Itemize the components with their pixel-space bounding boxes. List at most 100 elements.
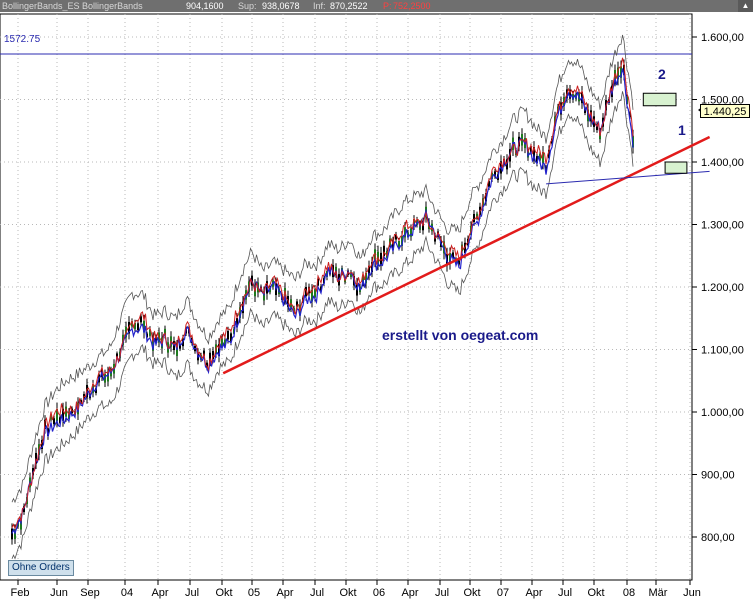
candle-body bbox=[452, 252, 454, 258]
candle-body bbox=[380, 252, 382, 265]
candle-body bbox=[530, 146, 532, 153]
candle-body bbox=[239, 307, 241, 318]
candle-body bbox=[371, 261, 373, 273]
candle-body bbox=[572, 93, 574, 100]
y-tick-label: 1.400,00 bbox=[701, 157, 744, 169]
candle-body bbox=[62, 408, 64, 421]
x-tick-label: Okt bbox=[339, 587, 356, 599]
candle-body bbox=[401, 235, 403, 246]
p-label: P: bbox=[383, 1, 392, 11]
candle-body bbox=[23, 506, 25, 513]
candle-body bbox=[53, 418, 55, 425]
candle-body bbox=[206, 362, 208, 368]
candle-body bbox=[143, 320, 145, 333]
scroll-arrow-icon[interactable]: ▲ bbox=[738, 0, 753, 12]
candle-body bbox=[473, 213, 475, 223]
sup-value: 938,0678 bbox=[262, 1, 300, 11]
x-tick-label: Apr bbox=[276, 587, 293, 599]
trendline bbox=[222, 135, 711, 375]
y-tick-label: 1.100,00 bbox=[701, 345, 744, 357]
candle-body bbox=[491, 172, 493, 179]
candle-body bbox=[314, 289, 316, 298]
y-tick-label: 1.300,00 bbox=[701, 220, 744, 232]
candle-body bbox=[320, 286, 322, 292]
candle-body bbox=[551, 138, 553, 144]
candle-body bbox=[56, 408, 58, 422]
candle-body bbox=[368, 265, 370, 276]
candle-body bbox=[47, 428, 49, 437]
candle-body bbox=[629, 113, 631, 118]
candle-body bbox=[395, 234, 397, 240]
x-tick-label: Jul bbox=[310, 587, 324, 599]
indicator-value: 904,1600 bbox=[186, 1, 224, 11]
candle-body bbox=[227, 330, 229, 340]
reference-line-label: 1572.75 bbox=[4, 34, 41, 45]
x-tick-label: Sep bbox=[80, 587, 100, 599]
candle-body bbox=[176, 345, 178, 356]
candle-body bbox=[494, 171, 496, 177]
candle-body bbox=[179, 343, 181, 349]
x-tick-label: Okt bbox=[587, 587, 604, 599]
x-tick-label: Jun bbox=[683, 587, 701, 599]
candle-body bbox=[617, 67, 619, 80]
candle-body bbox=[545, 166, 547, 171]
candle-body bbox=[449, 253, 451, 265]
indicator-name: BollingerBands_ES BollingerBands bbox=[2, 1, 143, 11]
plot-area bbox=[0, 13, 693, 581]
x-tick-label: 05 bbox=[248, 587, 260, 599]
y-tick-label: 1.600,00 bbox=[701, 32, 744, 44]
candle-body bbox=[116, 353, 118, 358]
p-value: 752,2500 bbox=[393, 1, 431, 11]
candle-body bbox=[404, 227, 406, 238]
candle-body bbox=[533, 146, 535, 159]
watermark-text: erstellt von oegeat.com bbox=[382, 327, 539, 343]
candle-body bbox=[458, 260, 460, 265]
candle-body bbox=[203, 350, 205, 356]
y-tick-label: 900,00 bbox=[701, 470, 735, 482]
candle-body bbox=[410, 228, 412, 237]
candle-body bbox=[41, 440, 43, 449]
candle-body bbox=[539, 153, 541, 161]
candle-body bbox=[35, 452, 37, 464]
candle-body bbox=[107, 371, 109, 382]
x-tick-label: 07 bbox=[497, 587, 509, 599]
x-tick-label: Jun bbox=[50, 587, 68, 599]
candle-body bbox=[104, 373, 106, 383]
candle-body bbox=[221, 338, 223, 347]
candle-body bbox=[131, 321, 133, 327]
candle-body bbox=[488, 181, 490, 188]
candle-body bbox=[536, 156, 538, 163]
candle-body bbox=[398, 241, 400, 248]
x-tick-label: Jul bbox=[185, 587, 199, 599]
candle-body bbox=[443, 241, 445, 254]
candle-body bbox=[59, 417, 61, 424]
candle-body bbox=[65, 406, 67, 417]
inf-value: 870,2522 bbox=[330, 1, 368, 11]
candle-body bbox=[152, 338, 154, 351]
candle-body bbox=[317, 278, 319, 286]
orders-toggle-button[interactable]: Ohne Orders bbox=[8, 560, 74, 576]
target-box-1 bbox=[664, 161, 688, 174]
candle-body bbox=[137, 323, 139, 331]
lower-band bbox=[11, 91, 634, 560]
candle-body bbox=[365, 272, 367, 284]
candle-body bbox=[224, 339, 226, 345]
candle-body bbox=[623, 64, 625, 76]
target-box-label-2: 2 bbox=[658, 66, 666, 82]
candle-body bbox=[506, 159, 508, 170]
current-price-marker: 1.440,25 bbox=[700, 104, 750, 118]
x-tick-label: Feb bbox=[11, 587, 30, 599]
y-tick-label: 1.000,00 bbox=[701, 407, 744, 419]
candle-body bbox=[236, 317, 238, 328]
candle-body bbox=[350, 272, 352, 277]
x-tick-label: Okt bbox=[215, 587, 232, 599]
moving-average-red bbox=[11, 57, 634, 530]
y-tick-label: 800,00 bbox=[701, 532, 735, 544]
candle-body bbox=[383, 245, 385, 257]
x-tick-label: Apr bbox=[401, 587, 418, 599]
y-tick-label: 1.200,00 bbox=[701, 282, 744, 294]
candle-body bbox=[485, 192, 487, 202]
inf-label: Inf: bbox=[313, 1, 326, 11]
